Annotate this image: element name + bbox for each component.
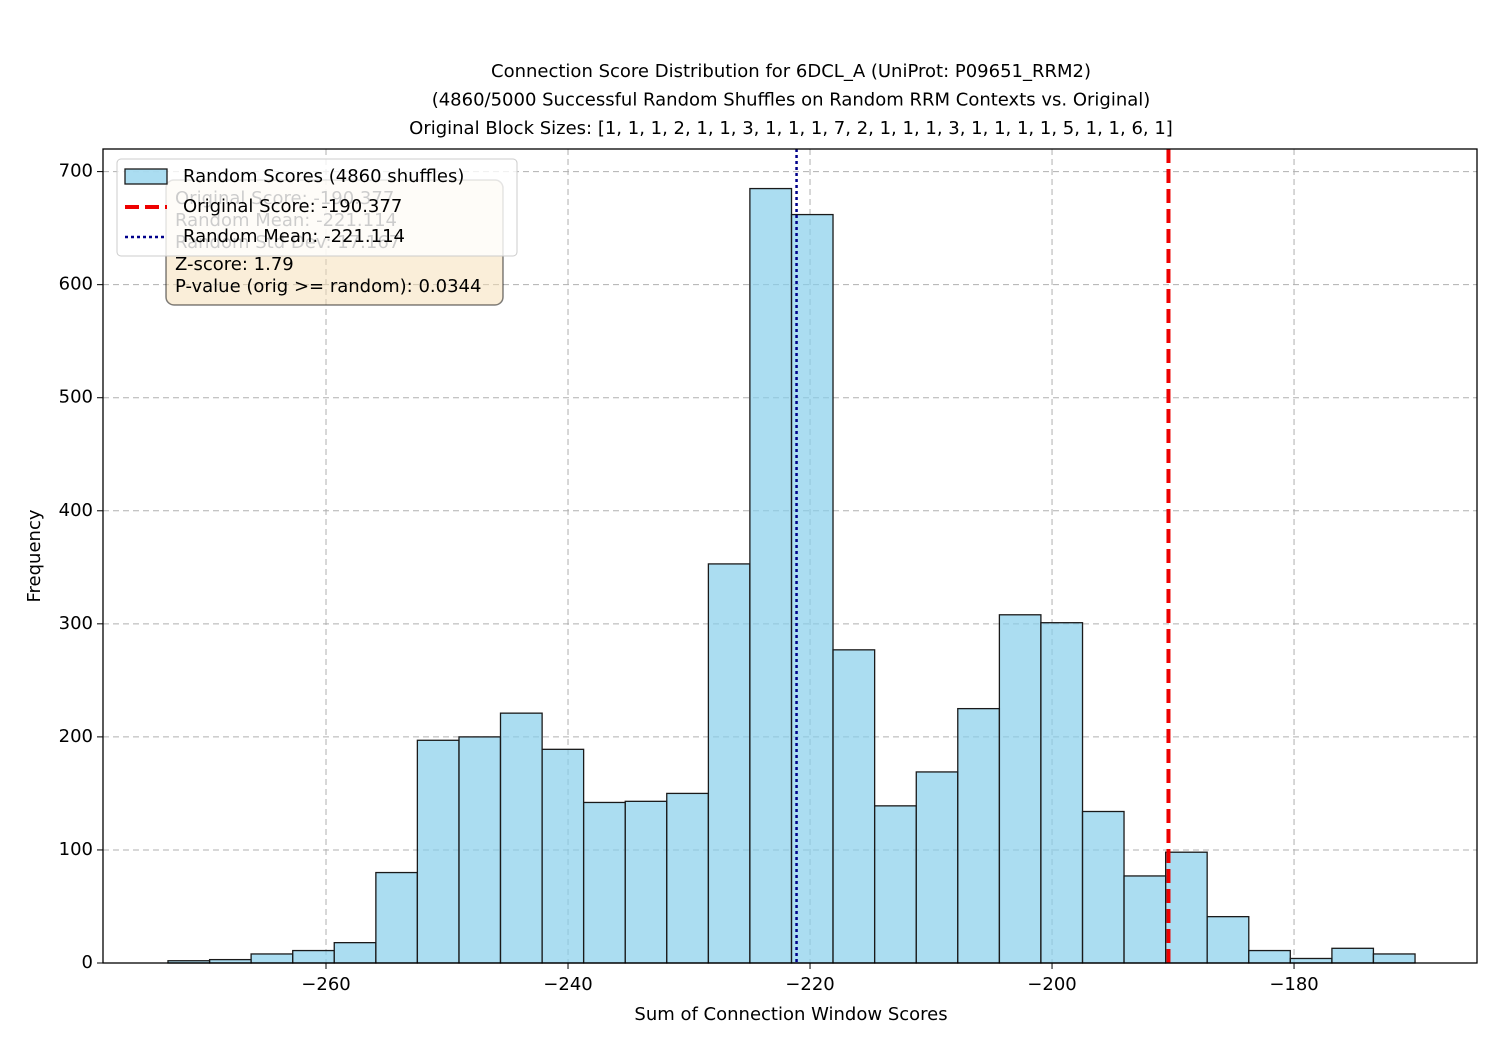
histogram-bar [957, 707, 1001, 964]
histogram-bar [749, 187, 793, 964]
histogram-bar [333, 942, 377, 964]
y-tick-label: 400 [59, 500, 93, 521]
y-tick-label: 200 [59, 726, 93, 747]
stats-text: P-value (orig >= random): 0.0344 [175, 276, 481, 297]
histogram-bar [1123, 875, 1167, 964]
histogram-bar [499, 712, 543, 964]
histogram-bar [707, 563, 751, 964]
legend-box [116, 158, 518, 257]
histogram-bar [1372, 953, 1416, 964]
histogram-bar [624, 800, 668, 964]
histogram-bar [292, 949, 335, 964]
histogram-bar [1040, 622, 1084, 964]
legend-label: Original Score: -190.377 [183, 196, 402, 217]
histogram-bar [666, 792, 710, 964]
x-tick-label: −240 [543, 974, 592, 995]
chart-title: (4860/5000 Successful Random Shuffles on… [432, 90, 1151, 111]
histogram-bar [998, 614, 1042, 964]
histogram-bar [915, 771, 959, 964]
legend-label: Random Mean: -221.114 [183, 226, 405, 247]
histogram-bar [250, 953, 294, 964]
y-tick-label: 600 [59, 274, 93, 295]
histogram-bar [1248, 949, 1291, 964]
y-tick-label: 700 [59, 161, 93, 182]
y-axis-label: Frequency [24, 509, 45, 602]
plot-frame [102, 148, 1478, 964]
y-tick-label: 300 [59, 613, 93, 634]
histogram-bar [1081, 810, 1125, 964]
histogram-bar [1206, 915, 1250, 964]
histogram-bar [1165, 851, 1208, 964]
histogram-bar [832, 649, 876, 964]
legend-swatch [124, 168, 168, 185]
stats-text: Z-score: 1.79 [175, 254, 294, 275]
x-tick-label: −260 [301, 974, 350, 995]
histogram-bar [375, 871, 419, 964]
chart-title: Original Block Sizes: [1, 1, 1, 2, 1, 1,… [409, 118, 1173, 139]
histogram-bar [582, 801, 626, 964]
y-tick-label: 100 [59, 839, 93, 860]
histogram-bar [790, 213, 834, 964]
x-tick-label: −200 [1027, 974, 1076, 995]
histogram-bar [873, 805, 917, 964]
x-tick-label: −220 [785, 974, 834, 995]
histogram-bar [458, 736, 502, 964]
histogram-bar [1289, 957, 1333, 964]
y-tick-label: 0 [82, 952, 93, 973]
histogram-bar [416, 739, 460, 964]
legend-label: Random Scores (4860 shuffles) [183, 166, 464, 187]
x-axis-label: Sum of Connection Window Scores [634, 1004, 947, 1025]
y-tick-label: 500 [59, 387, 93, 408]
histogram-bar [1331, 947, 1375, 964]
histogram-bar [541, 748, 585, 964]
chart-title: Connection Score Distribution for 6DCL_A… [491, 61, 1091, 82]
x-tick-label: −180 [1269, 974, 1318, 995]
